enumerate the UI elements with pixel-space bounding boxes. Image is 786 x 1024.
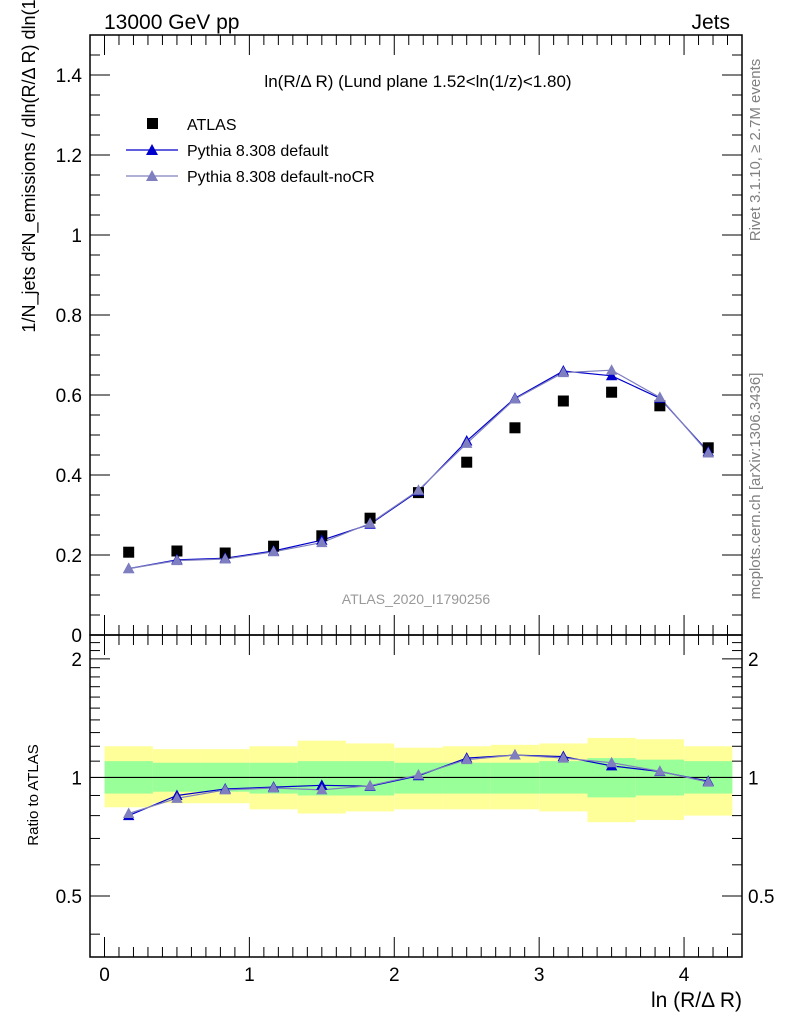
main-line-pythia-nocr xyxy=(128,369,709,570)
main-point-pythia-nocr xyxy=(702,447,714,458)
ratio-point-pythia-nocr xyxy=(509,749,521,760)
main-point-atlas xyxy=(123,546,135,558)
ratio-point-pythia-nocr xyxy=(316,783,328,795)
legend-label-atlas: ATLAS xyxy=(187,117,237,134)
x-axis-label: ln (R/Δ R) xyxy=(651,989,742,1012)
main-point-pythia-nocr xyxy=(605,364,618,375)
main-y-tick-label: 0.2 xyxy=(56,546,82,567)
main-point-pythia-nocr xyxy=(219,553,231,564)
legend-marker-nocr xyxy=(146,170,158,181)
main-y-tick-label: 0 xyxy=(71,626,82,647)
main-y-tick-label: 0.6 xyxy=(56,386,82,407)
main-point-atlas xyxy=(654,400,666,412)
ratio-point-pythia-nocr xyxy=(654,765,666,776)
ratio-band-inner xyxy=(490,762,540,794)
analysis-id: ATLAS_2020_I1790256 xyxy=(342,591,491,607)
x-tick-label: 3 xyxy=(534,965,545,986)
main-point-pythia-nocr xyxy=(364,517,376,528)
ratio-y-tick-label: 0.5 xyxy=(56,887,82,908)
main-y-tick-label: 0.4 xyxy=(56,466,83,487)
header-left: 13000 GeV pp xyxy=(104,11,239,34)
x-tick-label: 0 xyxy=(99,965,110,986)
main-marks-layer xyxy=(122,364,714,574)
main-point-atlas xyxy=(171,545,183,557)
main-point-atlas xyxy=(461,456,473,468)
main-point-pythia-nocr xyxy=(267,545,280,557)
legend: ATLAS Pythia 8.308 default Pythia 8.308 … xyxy=(126,117,375,186)
ratio-y-tick-label: 2 xyxy=(71,650,82,671)
main-point-pythia-nocr xyxy=(557,366,570,378)
main-point-pythia-nocr xyxy=(461,437,473,448)
rivet-label: Rivet 3.1.10, ≥ 2.7M events xyxy=(747,59,764,242)
ratio-frame xyxy=(89,634,743,958)
ratio-point-pythia-nocr xyxy=(122,807,135,818)
main-y-axis-label: 1/N_jets d²N_emissions / dln(R/Δ R) dln(… xyxy=(19,0,40,333)
main-point-atlas xyxy=(606,386,618,398)
main-y-tick-label: 1.2 xyxy=(56,146,82,167)
ratio-y-tick-label-right: 0.5 xyxy=(748,887,774,908)
legend-label-nocr: Pythia 8.308 default-noCR xyxy=(187,169,375,186)
ratio-point-pythia-nocr xyxy=(412,768,425,780)
main-point-pythia-nocr xyxy=(654,391,666,402)
header-right: Jets xyxy=(691,11,730,34)
ratio-y-tick-label: 1 xyxy=(71,768,82,789)
main-point-pythia-nocr xyxy=(412,484,425,495)
ratio-band-layer xyxy=(90,737,742,823)
ratio-marks-layer xyxy=(122,749,714,821)
x-tick-label: 4 xyxy=(679,965,690,986)
main-point-atlas xyxy=(557,395,569,407)
legend-label-default: Pythia 8.308 default xyxy=(187,143,329,160)
legend-marker-atlas xyxy=(147,118,158,129)
main-point-atlas xyxy=(509,422,521,434)
legend-marker-default xyxy=(146,144,158,155)
mcplots-label: mcplots.cern.ch [arXiv:1306.3436] xyxy=(747,373,764,600)
ratio-point-pythia-nocr xyxy=(219,783,231,795)
x-tick-label: 2 xyxy=(389,965,400,986)
ratio-point-pythia-nocr xyxy=(171,792,183,803)
main-line-pythia-default xyxy=(128,370,709,570)
main-point-pythia-nocr xyxy=(122,562,135,574)
ratio-y-tick-label-right: 2 xyxy=(748,650,759,671)
main-point-pythia-nocr xyxy=(171,554,183,566)
axes-layer: 0 0.2 0.4 0.6 0.8 1 1.2 1.4 0 1 2 3 4 0.5 0.5 1 1 2 2 xyxy=(56,34,774,986)
ratio-point-pythia-nocr xyxy=(557,752,570,763)
ratio-point-pythia-nocr xyxy=(702,776,714,787)
ratio-band-inner xyxy=(442,762,491,794)
main-title: ln(R/Δ R) (Lund plane 1.52<ln(1/z)<1.80) xyxy=(264,72,571,91)
ratio-point-pythia-nocr xyxy=(461,753,473,765)
main-y-tick-label: 1 xyxy=(71,226,82,247)
main-y-tick-label: 1.4 xyxy=(56,66,83,87)
ratio-point-pythia-nocr xyxy=(364,779,376,791)
main-y-tick-label: 0.8 xyxy=(56,306,82,327)
ratio-y-axis-label: Ratio to ATLAS xyxy=(25,744,42,845)
ratio-point-pythia-nocr xyxy=(267,782,280,793)
main-point-pythia-default xyxy=(605,369,618,381)
main-point-pythia-nocr xyxy=(509,393,521,404)
x-tick-label: 1 xyxy=(244,965,255,986)
main-point-pythia-nocr xyxy=(316,536,328,548)
ratio-point-pythia-nocr xyxy=(605,756,618,768)
ratio-y-tick-label-right: 1 xyxy=(748,768,759,789)
